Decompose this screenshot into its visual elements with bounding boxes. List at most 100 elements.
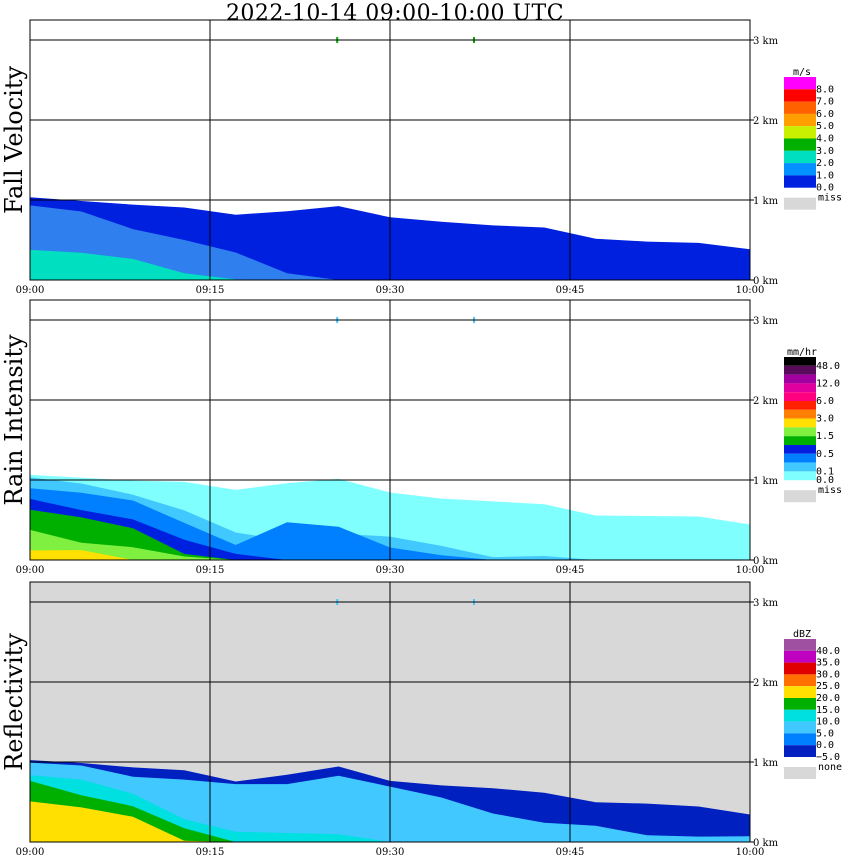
legend-label: 5.0: [816, 121, 834, 132]
x-tick-label: 09:45: [556, 847, 585, 858]
y-tick-label: 0 km: [753, 556, 779, 567]
legend-swatch: [784, 674, 816, 687]
legend-unit: mm/hr: [787, 347, 817, 358]
legend-label: 0.0: [816, 740, 834, 751]
x-tick-label: 09:00: [16, 847, 45, 858]
y-tick-label: 1 km: [753, 196, 779, 207]
legend-label: 48.0: [816, 361, 840, 372]
legend-swatch: [784, 383, 816, 393]
x-tick-label: 10:00: [736, 847, 765, 858]
legend-label: 20.0: [816, 693, 840, 704]
y-tick-label: 0 km: [753, 276, 779, 287]
legend-swatch: [784, 357, 816, 366]
legend-label: 4.0: [816, 134, 834, 145]
legend-swatch: [784, 113, 816, 127]
legend-label: 15.0: [816, 705, 840, 716]
legend-label: 7.0: [816, 97, 834, 108]
y-tick-label: 0 km: [753, 838, 779, 849]
x-tick-label: 09:15: [196, 285, 225, 296]
y-tick-label: 3 km: [753, 36, 779, 47]
panel-3: 09:00 09:15 09:30 09:45 10:000 km 1 km 2 km 3 k…: [0, 581, 842, 858]
y-axis-label: Fall Velocity: [0, 66, 28, 215]
legend-label: 1.5: [816, 431, 834, 442]
legend: dBZ 40.035.030.025.020.015.010.05.00.0−5.…: [784, 629, 842, 779]
legend-label: 0.5: [816, 449, 834, 460]
x-tick-label: 09:30: [376, 565, 405, 576]
legend-label: 6.0: [816, 396, 834, 407]
legend-missing-label: miss: [818, 193, 842, 204]
x-tick-label: 09:15: [196, 847, 225, 858]
legend-swatch: [784, 686, 816, 698]
legend-swatch: [784, 650, 816, 663]
legend-swatch: [784, 365, 816, 375]
legend-swatch: [784, 401, 816, 410]
x-tick-label: 09:30: [376, 285, 405, 296]
y-axis-label: Reflectivity: [0, 633, 28, 771]
x-tick-label: 09:00: [16, 565, 45, 576]
legend-swatch: [784, 101, 816, 114]
x-tick-label: 09:45: [556, 285, 585, 296]
legend-swatch: [784, 453, 816, 463]
x-tick-label: 10:00: [736, 565, 765, 576]
x-tick-label: 09:00: [16, 285, 45, 296]
legend-swatch: [784, 138, 816, 151]
y-tick-label: 3 km: [753, 598, 779, 609]
x-tick-label: 10:00: [736, 285, 765, 296]
legend-swatch: [784, 436, 816, 445]
y-tick-label: 1 km: [753, 758, 779, 769]
legend-swatch: [784, 126, 816, 139]
y-tick-label: 2 km: [753, 678, 779, 689]
legend-missing-swatch: [784, 767, 816, 779]
legend-swatch: [784, 409, 816, 419]
legend-swatch: [784, 745, 816, 757]
legend-swatch: [784, 662, 816, 675]
legend-swatch: [784, 150, 816, 164]
y-axis-label: Rain Intensity: [0, 334, 28, 506]
legend-label: 30.0: [816, 669, 840, 680]
legend-swatch: [784, 709, 816, 722]
legend-swatch: [784, 471, 816, 481]
legend-swatch: [784, 445, 816, 454]
legend-label: 40.0: [816, 646, 840, 657]
data-band-3: [30, 249, 750, 280]
legend-label: 1.0: [816, 170, 834, 181]
legend-swatch: [784, 639, 816, 651]
legend-swatch: [784, 392, 816, 401]
legend-missing-label: none: [818, 762, 842, 773]
legend-label: 25.0: [816, 681, 840, 692]
legend-label: 2.0: [816, 158, 834, 169]
panel-1: 09:00 09:15 09:30 09:45 10:000 km 1 km 2 km 3 k…: [0, 19, 842, 296]
legend-missing-swatch: [784, 197, 816, 210]
panel-2: 09:00 09:15 09:30 09:45 10:000 km 1 km 2 km 3 k…: [0, 299, 842, 576]
x-tick-label: 09:30: [376, 847, 405, 858]
x-tick-label: 09:15: [196, 565, 225, 576]
y-tick-label: 3 km: [753, 316, 779, 327]
legend-swatch: [784, 721, 816, 734]
legend-label: 0.1: [816, 466, 834, 477]
legend-label: 0.0: [816, 475, 834, 486]
legend-label: −5.0: [816, 752, 840, 763]
legend-label: 5.0: [816, 728, 834, 739]
legend-swatch: [784, 462, 816, 472]
y-tick-label: 2 km: [753, 396, 779, 407]
legend-label: 6.0: [816, 109, 834, 120]
legend-swatch: [784, 175, 816, 188]
legend-missing-label: miss: [818, 485, 842, 496]
legend-swatch: [784, 163, 816, 176]
legend-swatch: [784, 698, 816, 710]
y-tick-label: 2 km: [753, 116, 779, 127]
legend-swatch: [784, 733, 816, 746]
legend-swatch: [784, 374, 816, 384]
legend-swatch: [784, 427, 816, 437]
legend-label: 12.0: [816, 378, 840, 389]
legend-missing-swatch: [784, 490, 816, 503]
legend-label: 3.0: [816, 146, 834, 157]
legend-label: 0.0: [816, 183, 834, 194]
legend-label: 8.0: [816, 84, 834, 95]
legend-unit: m/s: [793, 67, 811, 78]
legend-swatch: [784, 89, 816, 102]
legend-swatch: [784, 77, 816, 90]
